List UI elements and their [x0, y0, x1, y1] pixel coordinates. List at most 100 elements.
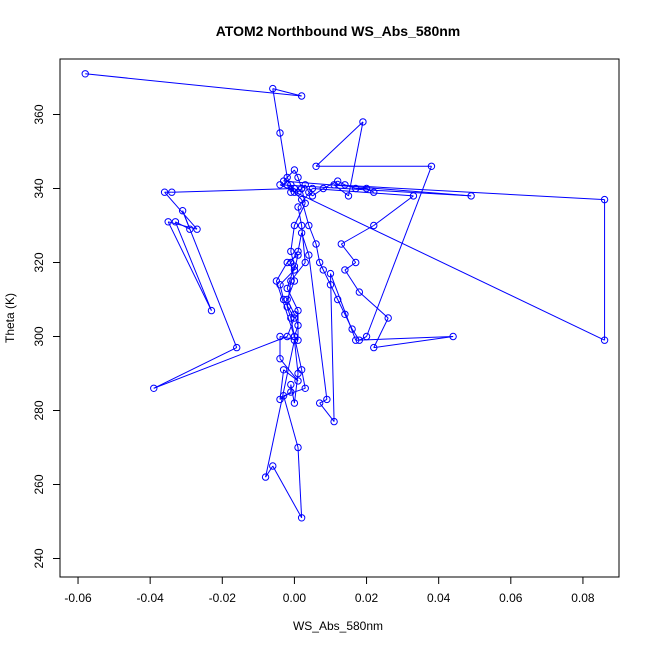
series-line-segment: [348, 121, 364, 196]
series-line-segment: [279, 284, 285, 300]
y-tick-label: 320: [32, 252, 46, 272]
data-point: [305, 221, 313, 230]
x-tick-label: 0.08: [571, 591, 595, 605]
data-point: [287, 380, 295, 389]
series-line-segment: [355, 336, 454, 341]
series-line-segment: [301, 225, 306, 263]
data-point: [341, 310, 349, 318]
data-point: [333, 177, 342, 185]
data-point: [168, 188, 176, 196]
x-tick-label: 0.02: [355, 591, 379, 605]
series-line-segment: [359, 291, 389, 319]
data-point: [269, 84, 277, 93]
series-line-segment: [330, 273, 357, 341]
series-line-segment: [341, 225, 375, 245]
series-line-segment: [153, 336, 288, 389]
data-point: [207, 306, 216, 315]
series-line-segment: [153, 347, 237, 389]
data-point: [294, 173, 302, 182]
data-point: [290, 277, 299, 285]
data-point: [178, 207, 187, 215]
data-point: [337, 240, 346, 248]
data-point: [352, 184, 360, 193]
series-line-segment: [337, 299, 346, 315]
series-line-segment: [293, 314, 299, 326]
series-line-segment: [168, 221, 198, 230]
data-point: [294, 377, 302, 385]
series-line-segment: [283, 180, 472, 197]
y-tick-label: 300: [32, 326, 46, 346]
series-line-segment: [85, 73, 302, 97]
data-point: [315, 399, 324, 407]
series-line-segment: [286, 254, 299, 263]
x-tick-label: -0.04: [136, 591, 164, 605]
data-point: [276, 129, 284, 137]
data-point: [370, 188, 378, 196]
y-tick-label: 280: [32, 400, 46, 420]
series-line-segment: [308, 191, 313, 197]
series-line-segment: [272, 88, 281, 134]
data-point: [301, 181, 309, 189]
data-point: [261, 473, 270, 481]
data-point: [315, 258, 324, 267]
series-line-segment: [171, 188, 295, 193]
x-tick-label: 0.06: [499, 591, 523, 605]
data-point: [323, 395, 331, 404]
series-line-segment: [293, 373, 299, 404]
data-point: [319, 266, 327, 274]
data-point: [283, 332, 291, 341]
data-point: [308, 192, 317, 200]
series-line-segment: [312, 188, 414, 197]
x-tick-label: 0.00: [283, 591, 307, 605]
series-line-segment: [366, 188, 374, 193]
data-point: [193, 225, 201, 233]
data-point: [294, 321, 302, 330]
data-point: [279, 392, 288, 400]
data-point: [186, 225, 194, 233]
data-point: [352, 258, 360, 267]
data-point: [312, 162, 320, 171]
data-point: [301, 384, 309, 392]
data-point: [287, 277, 295, 285]
data-point: [600, 195, 609, 204]
data-point: [171, 218, 180, 226]
x-tick-label: -0.06: [64, 591, 92, 605]
x-axis-label: WS_Abs_580nm: [293, 619, 383, 633]
data-point: [164, 218, 172, 226]
series-line-segment: [330, 284, 339, 300]
series-line-segment: [265, 465, 274, 478]
series-line-segment: [319, 262, 324, 271]
series-line-segment: [279, 358, 299, 382]
series-line-segment: [293, 325, 299, 337]
series-line-segment: [290, 251, 299, 263]
series-line-segment: [373, 336, 454, 349]
series-line-segment: [290, 225, 295, 252]
data-point: [355, 288, 364, 296]
y-tick-label: 240: [32, 548, 46, 568]
series-line-segment: [182, 210, 238, 348]
data-point: [287, 388, 295, 396]
series-line-segment: [286, 184, 295, 189]
series-line-segment: [334, 184, 605, 201]
series-line-segment: [286, 266, 295, 289]
data-point: [269, 462, 277, 470]
series-line-segment: [272, 88, 302, 97]
data-point: [355, 336, 364, 344]
data-point: [290, 188, 299, 196]
data-point: [287, 247, 295, 256]
series-line-segment: [340, 243, 357, 263]
data-point: [352, 336, 360, 344]
data-point: [297, 221, 306, 230]
chart-title: ATOM2 Northbound WS_Abs_580nm: [216, 23, 461, 39]
data-point: [283, 303, 291, 311]
data-point: [276, 281, 284, 289]
series-line-segment: [315, 121, 364, 167]
series-line-segment: [344, 269, 360, 293]
series-line-segment: [265, 340, 295, 478]
series-line-segment: [344, 262, 357, 271]
data-point: [359, 118, 367, 126]
data-point: [297, 514, 306, 522]
data-point: [333, 295, 342, 304]
data-point: [319, 184, 327, 193]
